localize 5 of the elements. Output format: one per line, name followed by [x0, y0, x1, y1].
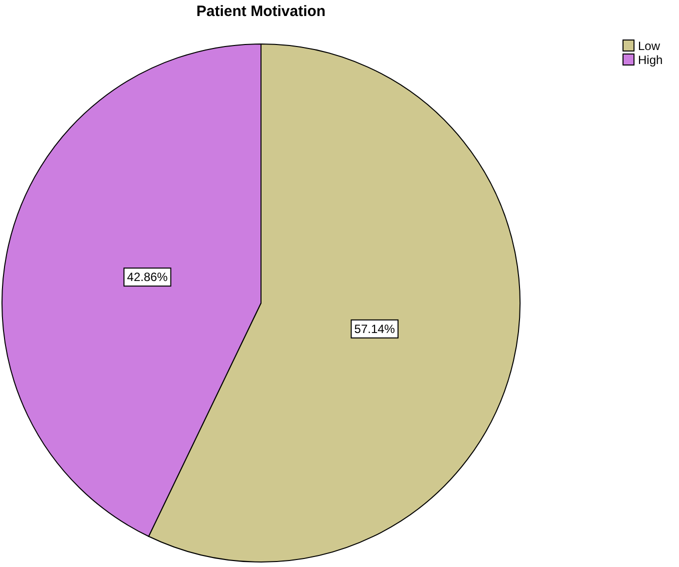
- data-label: 57.14%: [354, 322, 396, 336]
- chart-title: Patient Motivation: [196, 3, 326, 20]
- legend-label: High: [638, 53, 663, 67]
- data-label: 42.86%: [127, 270, 168, 284]
- legend-label: Low: [638, 39, 660, 53]
